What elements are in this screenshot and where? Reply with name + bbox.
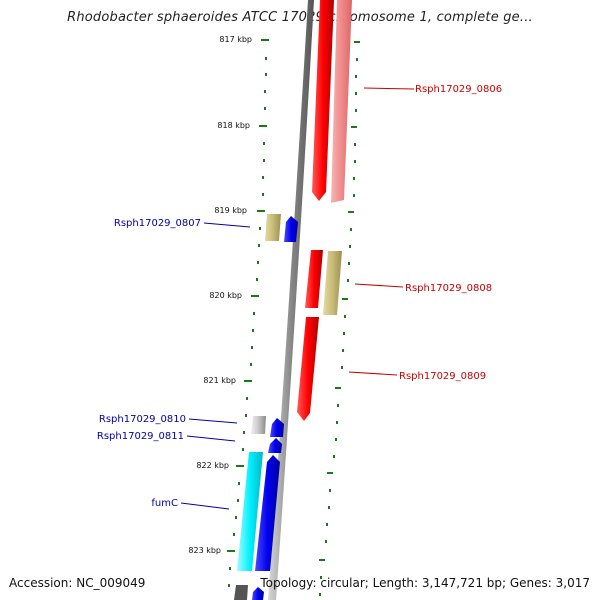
- tick-label: 820 kbp: [209, 291, 242, 300]
- tick-marks: [227, 39, 269, 552]
- map-title: Rhodobacter sphaeroides ATCC 17029 chrom…: [67, 10, 533, 25]
- tick-819: [257, 210, 265, 212]
- tick-820: [251, 295, 259, 297]
- gene-Rsph17029_0809[interactable]: [297, 317, 319, 421]
- leader-lines: [180, 87, 415, 510]
- gene-labels: Rsph17029_0806 Rsph17029_0807 Rsph17029_…: [97, 84, 502, 509]
- gene-label-Rsph17029_0810[interactable]: Rsph17029_0810: [99, 414, 186, 425]
- tick-818: [259, 125, 267, 127]
- gene-label-Rsph17029_0809[interactable]: Rsph17029_0809: [399, 371, 486, 382]
- tick-label: 819 kbp: [214, 206, 247, 215]
- accession-label: Accession: NC_009049: [9, 576, 146, 590]
- gene-Rsph17029_0808[interactable]: [305, 250, 342, 315]
- tick-822: [236, 465, 244, 467]
- gene-label-fumC[interactable]: fumC: [151, 498, 178, 509]
- tick-823: [227, 550, 235, 552]
- gene-label-Rsph17029_0808[interactable]: Rsph17029_0808: [405, 283, 492, 294]
- gene-Rsph17029_0811[interactable]: [268, 438, 282, 453]
- gene-label-Rsph17029_0807[interactable]: Rsph17029_0807: [114, 218, 201, 229]
- right-dot-track: [319, 41, 360, 596]
- gene-Rsph17029_0810[interactable]: [251, 416, 284, 437]
- tick-817: [261, 39, 269, 41]
- gene-partial-bottom[interactable]: [234, 585, 264, 600]
- tick-dot-track: [228, 57, 267, 587]
- tick-labels: 817 kbp 818 kbp 819 kbp 820 kbp 821 kbp …: [188, 35, 252, 555]
- gene-Rsph17029_0806[interactable]: [312, 0, 352, 203]
- gene-label-Rsph17029_0806[interactable]: Rsph17029_0806: [415, 84, 502, 95]
- gene-label-Rsph17029_0811[interactable]: Rsph17029_0811: [97, 431, 184, 442]
- tick-label: 821 kbp: [203, 376, 236, 385]
- tick-label: 822 kbp: [196, 461, 229, 470]
- tick-label: 823 kbp: [188, 546, 221, 555]
- tick-label: 817 kbp: [219, 35, 252, 44]
- gene-Rsph17029_0807[interactable]: [265, 214, 298, 242]
- tick-label: 818 kbp: [217, 121, 250, 130]
- gene-fumC[interactable]: [237, 452, 280, 571]
- tick-821: [244, 380, 252, 382]
- genome-summary: Topology: circular; Length: 3,147,721 bp…: [260, 576, 590, 590]
